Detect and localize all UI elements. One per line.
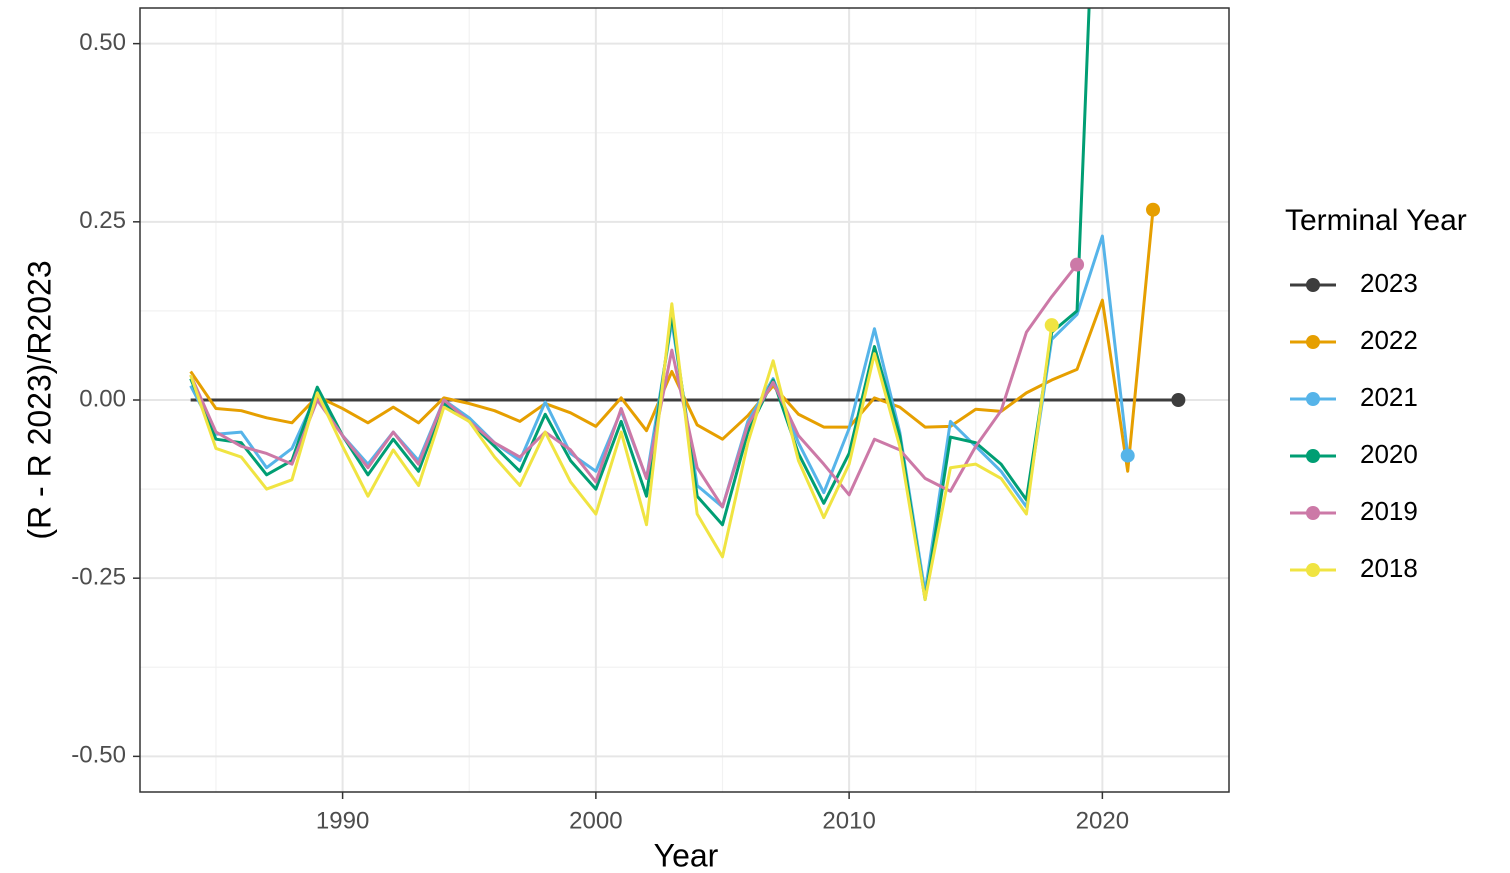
legend-label: 2021 [1360, 382, 1418, 412]
legend-key-point [1306, 563, 1320, 577]
y-tick-label: 0.50 [79, 29, 126, 56]
terminal-point [1146, 202, 1161, 217]
terminal-point [1044, 318, 1059, 333]
plot-area [189, 8, 1186, 602]
axes: -0.50 -0.25 0.00 0.25 0.50 1990 2000 2010 2020 [71, 29, 1129, 834]
legend-label: 2023 [1360, 268, 1418, 298]
x-tick-label: 2020 [1076, 807, 1129, 834]
terminal-point [1171, 393, 1186, 407]
terminal-point [1070, 257, 1085, 272]
series-line [189, 302, 1054, 602]
legend-key-point [1306, 392, 1320, 406]
legend-label: 2019 [1360, 496, 1418, 526]
x-tick-label: 2000 [569, 807, 622, 834]
y-tick-label: -0.25 [71, 564, 126, 591]
series-line [189, 8, 1091, 602]
legend-label: 2020 [1360, 439, 1418, 469]
x-tick-label: 2010 [822, 807, 875, 834]
x-tick-label: 1990 [316, 807, 369, 834]
legend-key-point [1306, 278, 1320, 292]
legend-label: 2022 [1360, 325, 1418, 355]
legend: 2023 2022 2021 2020 2019 2018 [1290, 268, 1418, 583]
legend-key-point [1306, 506, 1320, 520]
legend-label: 2018 [1360, 553, 1418, 583]
series-line [189, 209, 1155, 473]
legend-key-point [1306, 449, 1320, 463]
legend-key-point [1306, 335, 1320, 349]
y-tick-label: 0.00 [79, 385, 126, 412]
terminal-point [1120, 448, 1135, 463]
y-tick-label: -0.50 [71, 742, 126, 769]
x-axis-label: Year [654, 837, 719, 873]
legend-title: Terminal Year [1285, 204, 1467, 237]
y-tick-label: 0.25 [79, 207, 126, 234]
series-line [189, 263, 1079, 509]
y-axis-label: (R - R 2023)/R2023 [21, 260, 57, 539]
